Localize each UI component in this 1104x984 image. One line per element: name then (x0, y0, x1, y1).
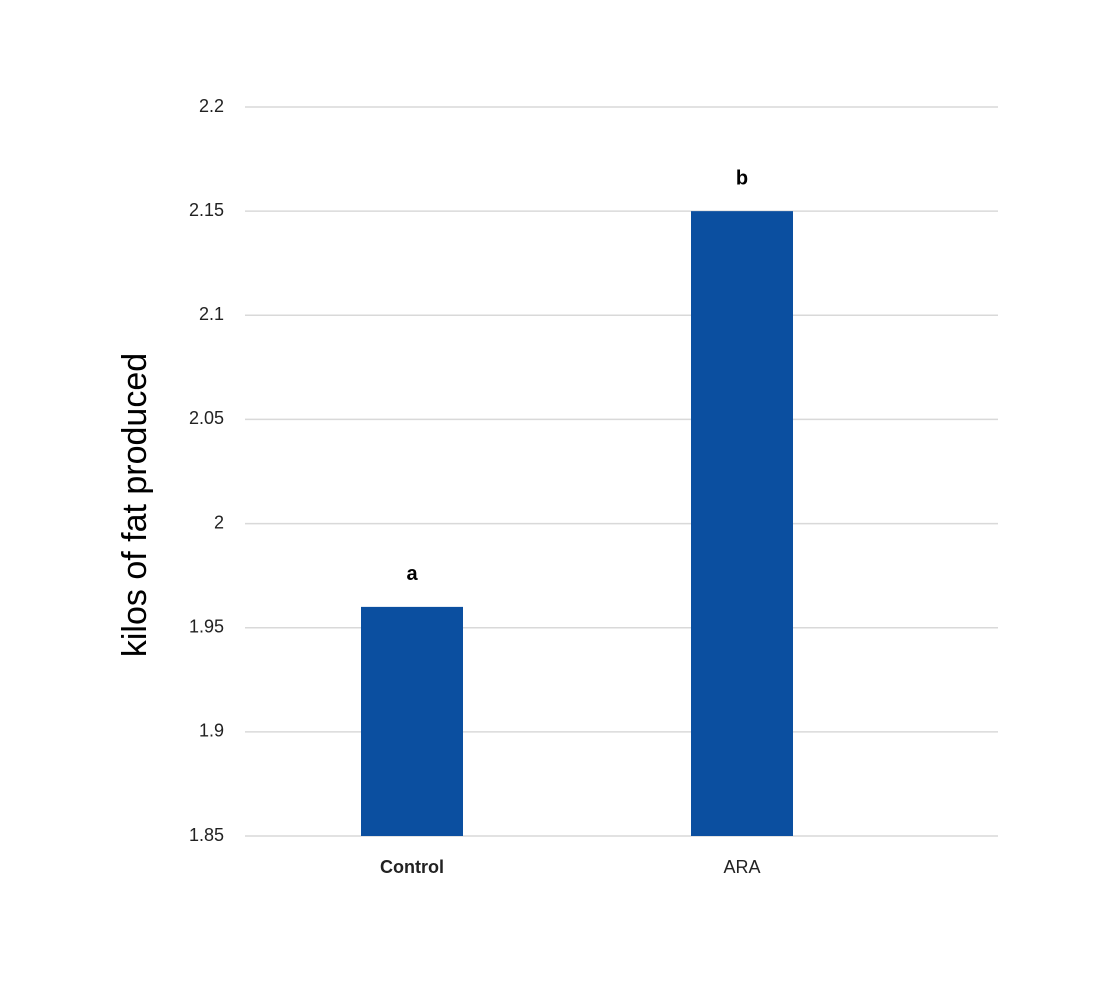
y-tick-label: 1.95 (189, 616, 224, 636)
y-tick-label: 1.85 (189, 825, 224, 845)
bar (361, 606, 463, 836)
y-tick-label: 1.9 (199, 721, 224, 741)
bar (691, 211, 793, 837)
y-axis-label: kilos of fat produced (116, 353, 154, 657)
bar-annotation: b (736, 167, 748, 189)
y-tick-label: 2.2 (199, 96, 224, 116)
y-tick-label: 2.05 (189, 408, 224, 428)
bar-annotation: a (406, 563, 418, 585)
x-tick-label: Control (380, 857, 444, 877)
y-tick-label: 2.1 (199, 304, 224, 324)
y-tick-label: 2.15 (189, 200, 224, 220)
y-tick-label: 2 (214, 512, 224, 532)
x-tick-label: ARA (723, 857, 760, 877)
